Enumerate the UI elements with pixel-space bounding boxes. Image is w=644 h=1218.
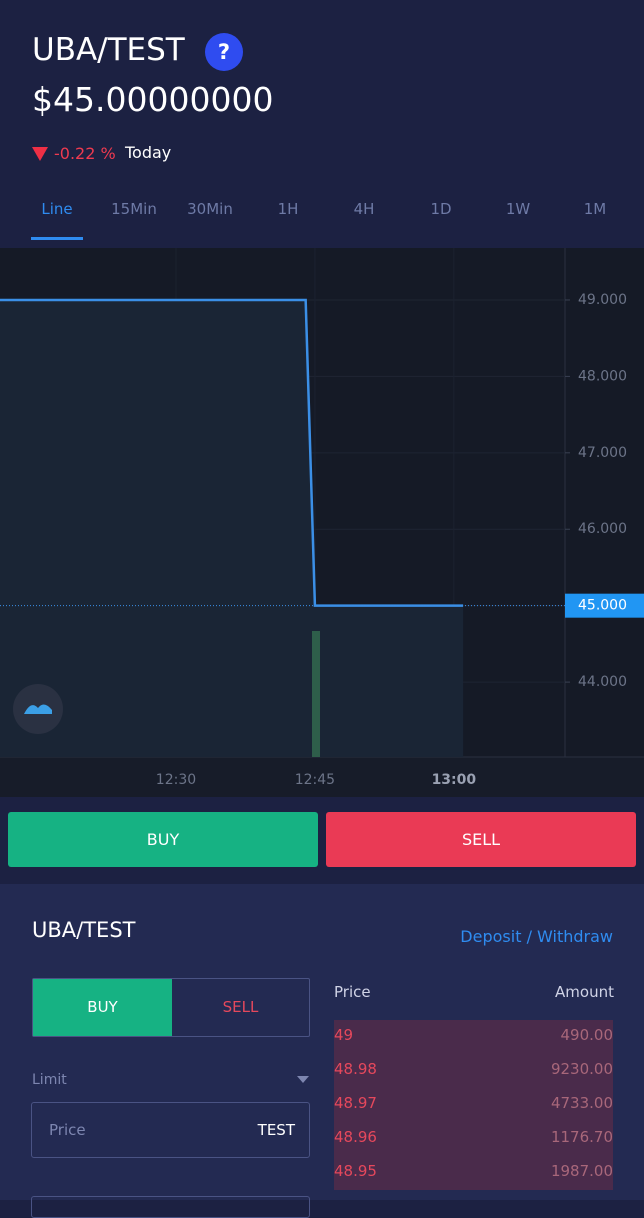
price-input[interactable]: Price TEST (31, 1102, 310, 1158)
price-placeholder: Price (49, 1121, 86, 1139)
tab[interactable]: 1W (505, 200, 531, 218)
book-price: 49 (334, 1026, 354, 1044)
help-button[interactable]: ? (205, 33, 243, 71)
buy-button[interactable]: BUY (8, 812, 318, 867)
tab[interactable]: 30Min (187, 200, 233, 218)
current-price-label: 45.000 (578, 598, 627, 614)
dropdown-caret (297, 1076, 309, 1083)
order-type[interactable]: Limit (32, 1072, 67, 1088)
header: UBA/TEST ? $45.00000000 -0.22 % Today Li… (0, 0, 644, 248)
book-header-amount: Amount (555, 983, 614, 1001)
toggle-sell[interactable]: SELL (222, 998, 259, 1016)
book-price: 48.97 (334, 1094, 377, 1112)
x-axis-strip (0, 757, 644, 797)
logo-mark (24, 704, 52, 714)
book-amount: 1987.00 (550, 1162, 613, 1180)
amount-input[interactable] (31, 1196, 310, 1218)
down-arrow (32, 147, 48, 161)
book-amount: 1176.70 (550, 1128, 613, 1146)
toggle-buy[interactable]: BUY (33, 979, 172, 1036)
period: Today (125, 143, 172, 162)
x-tick-label: 13:00 (432, 772, 477, 788)
y-tick-label: 47.000 (578, 445, 627, 461)
change: -0.22 % (54, 144, 116, 163)
order-book: 49 490.00 48.98 9230.00 48.97 4733.00 48.96 117… (334, 1020, 613, 1190)
tab[interactable]: 1H (277, 200, 299, 218)
x-tick-label: 12:45 (295, 772, 335, 788)
tab[interactable]: 15Min (111, 200, 157, 218)
tab[interactable]: 4H (353, 200, 375, 218)
pair-title: UBA/TEST (32, 32, 185, 68)
last-price: $45.00000000 (32, 80, 274, 119)
price-line (0, 298, 464, 607)
order-panel: UBA/TEST Deposit / Withdraw BUY SELL Lim… (0, 884, 644, 1218)
tab[interactable]: 1M (583, 200, 607, 218)
tab[interactable]: 1D (430, 200, 452, 218)
chart: 44.000 45.000 46.000 47.000 48.000 49.000 12:3… (0, 248, 644, 797)
book-amount: 9230.00 (550, 1060, 613, 1078)
deposit-withdraw: Deposit / Withdraw (460, 927, 613, 946)
book-price: 48.96 (334, 1128, 377, 1146)
y-tick-label: 46.000 (578, 521, 627, 537)
book-header-price: Price (334, 983, 371, 1001)
y-tick-label: 44.000 (578, 674, 627, 690)
volume-bar (312, 631, 320, 757)
y-tick-label: 49.000 (578, 292, 627, 308)
withdraw-link[interactable]: Withdraw (537, 927, 613, 946)
sell-button[interactable]: SELL (326, 812, 636, 867)
line-area (0, 299, 464, 757)
current-price-tag (565, 593, 644, 618)
book-price: 48.98 (334, 1060, 377, 1078)
book-amount: 4733.00 (550, 1094, 613, 1112)
book-amount: 490.00 (560, 1026, 614, 1044)
book-price: 48.95 (334, 1162, 377, 1180)
tab[interactable]: Line (41, 200, 73, 218)
order-title: UBA/TEST (32, 918, 136, 942)
action-bar: BUY SELL (0, 797, 644, 883)
deposit-link[interactable]: Deposit (460, 927, 522, 946)
x-tick-label: 12:30 (156, 772, 196, 788)
side-toggle: BUY SELL (32, 978, 310, 1037)
y-tick-label: 48.000 (578, 368, 627, 384)
price-unit: TEST (257, 1121, 295, 1139)
active-tab-underline (31, 237, 83, 240)
separator: / (526, 927, 532, 946)
